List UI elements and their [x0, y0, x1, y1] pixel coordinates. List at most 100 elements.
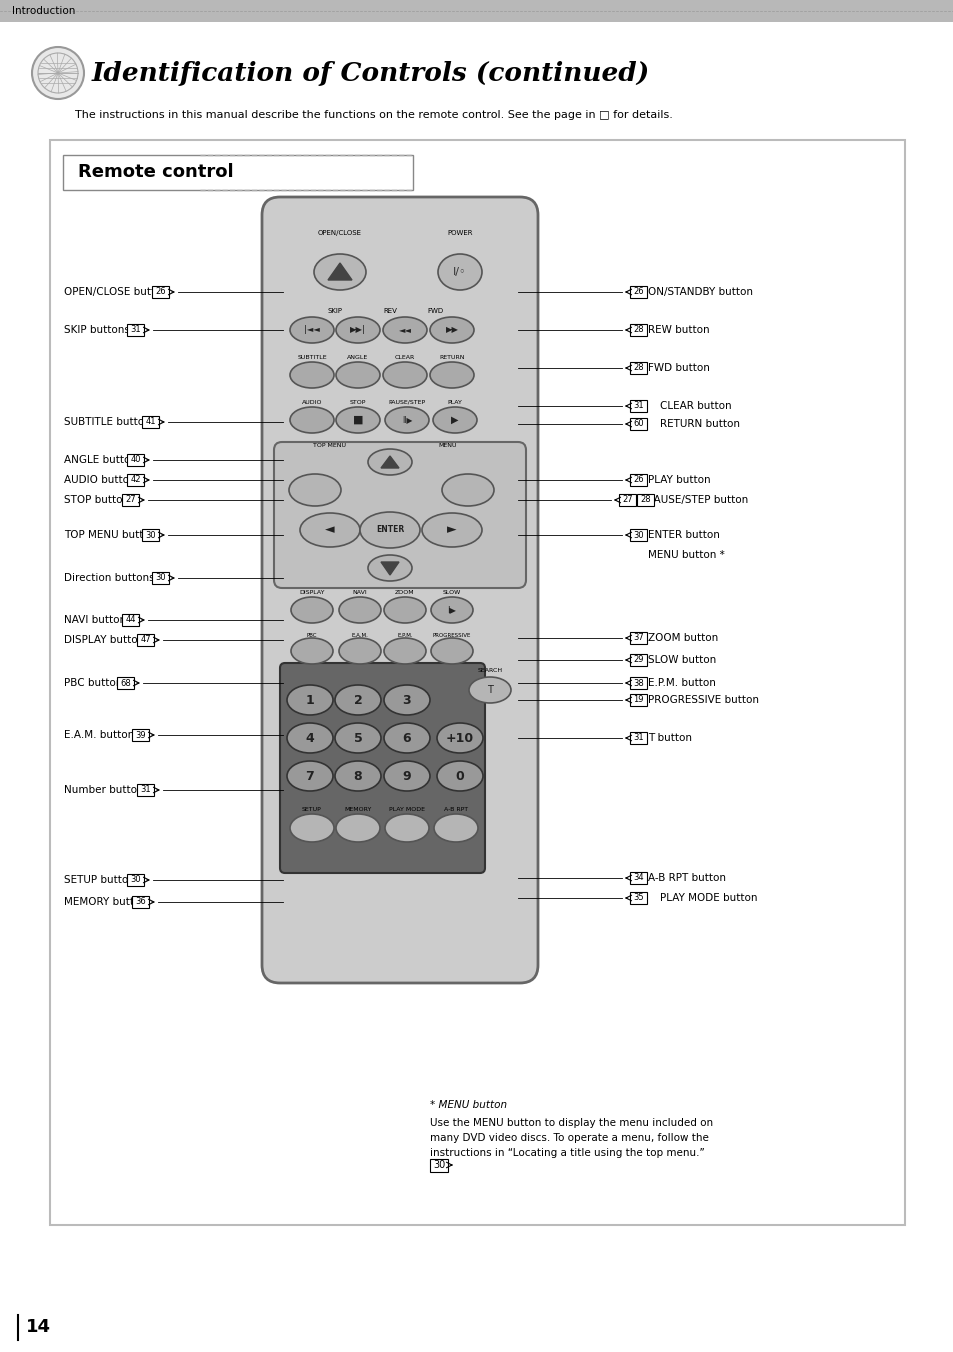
Ellipse shape — [433, 407, 476, 433]
Text: A-B RPT button: A-B RPT button — [647, 873, 725, 883]
Ellipse shape — [287, 685, 333, 715]
FancyBboxPatch shape — [127, 475, 144, 485]
Ellipse shape — [335, 761, 380, 791]
FancyBboxPatch shape — [137, 784, 153, 796]
Text: 38: 38 — [633, 679, 643, 688]
Text: OPEN/CLOSE: OPEN/CLOSE — [317, 230, 361, 237]
Text: Use the MENU button to display the menu included on: Use the MENU button to display the menu … — [430, 1118, 713, 1128]
Text: ANGLE: ANGLE — [347, 356, 368, 360]
Text: 36: 36 — [135, 898, 146, 906]
Ellipse shape — [291, 598, 333, 623]
Text: AUDIO: AUDIO — [301, 400, 322, 406]
Text: |◄◄: |◄◄ — [304, 326, 319, 334]
Text: 34: 34 — [633, 873, 643, 883]
FancyBboxPatch shape — [152, 287, 169, 297]
Ellipse shape — [436, 723, 482, 753]
FancyBboxPatch shape — [629, 677, 646, 690]
Text: 40: 40 — [131, 456, 141, 465]
Text: ◄◄: ◄◄ — [398, 326, 411, 334]
Text: STOP button: STOP button — [64, 495, 129, 506]
Text: SKIP buttons: SKIP buttons — [64, 324, 130, 335]
Text: * MENU button: * MENU button — [430, 1101, 507, 1110]
Text: PBC button: PBC button — [64, 677, 122, 688]
FancyBboxPatch shape — [629, 475, 646, 485]
Text: ZOOM button: ZOOM button — [647, 633, 718, 644]
Text: E.P.M.: E.P.M. — [396, 633, 413, 638]
Polygon shape — [380, 562, 398, 575]
Text: I▶: I▶ — [447, 606, 456, 615]
Text: E.A.M. button: E.A.M. button — [64, 730, 134, 740]
Text: 44: 44 — [125, 615, 135, 625]
Text: 35: 35 — [633, 894, 643, 903]
Text: SUBTITLE: SUBTITLE — [297, 356, 327, 360]
Text: MENU button *: MENU button * — [647, 550, 724, 560]
Text: ZOOM: ZOOM — [395, 589, 415, 595]
Text: 28: 28 — [639, 495, 650, 504]
Text: ◄: ◄ — [325, 523, 335, 537]
Text: PAUSE/STEP button: PAUSE/STEP button — [647, 495, 747, 506]
Ellipse shape — [289, 475, 340, 506]
Text: 31: 31 — [633, 402, 643, 411]
Text: 31: 31 — [140, 786, 151, 795]
Text: 30: 30 — [155, 573, 166, 583]
Text: RETURN: RETURN — [438, 356, 464, 360]
Text: DISPLAY button: DISPLAY button — [64, 635, 144, 645]
FancyBboxPatch shape — [0, 0, 953, 22]
Ellipse shape — [384, 685, 430, 715]
Text: NAVI: NAVI — [353, 589, 367, 595]
Ellipse shape — [430, 316, 474, 343]
Text: 39: 39 — [135, 730, 146, 740]
Text: CLEAR button: CLEAR button — [659, 402, 731, 411]
FancyBboxPatch shape — [63, 155, 413, 191]
Text: PAUSE/STEP: PAUSE/STEP — [388, 400, 425, 406]
Text: TOP MENU button: TOP MENU button — [64, 530, 156, 539]
Ellipse shape — [359, 512, 419, 548]
Ellipse shape — [441, 475, 494, 506]
Ellipse shape — [338, 638, 380, 664]
Text: E.A.M.: E.A.M. — [352, 633, 368, 638]
Text: ▶▶: ▶▶ — [445, 326, 458, 334]
Text: FWD: FWD — [427, 308, 442, 314]
Text: T button: T button — [647, 733, 691, 744]
Text: 0: 0 — [456, 769, 464, 783]
FancyBboxPatch shape — [142, 416, 159, 429]
Text: 30: 30 — [130, 876, 141, 884]
FancyBboxPatch shape — [132, 729, 149, 741]
FancyBboxPatch shape — [629, 731, 646, 744]
Text: 4: 4 — [305, 731, 314, 745]
FancyBboxPatch shape — [122, 614, 139, 626]
Text: 26: 26 — [633, 288, 643, 296]
Text: 31: 31 — [633, 734, 643, 742]
Text: ▶: ▶ — [451, 415, 458, 425]
Ellipse shape — [335, 723, 380, 753]
Ellipse shape — [385, 814, 429, 842]
FancyBboxPatch shape — [137, 634, 153, 646]
Text: SKIP: SKIP — [327, 308, 342, 314]
Text: ENTER: ENTER — [375, 526, 404, 534]
Ellipse shape — [434, 814, 477, 842]
Text: PLAY MODE: PLAY MODE — [389, 807, 424, 813]
Text: PLAY button: PLAY button — [647, 475, 710, 485]
Text: ANGLE button: ANGLE button — [64, 456, 137, 465]
Text: 41: 41 — [145, 418, 155, 426]
Text: 30: 30 — [633, 530, 643, 539]
Text: 5: 5 — [354, 731, 362, 745]
FancyBboxPatch shape — [629, 694, 646, 706]
FancyBboxPatch shape — [430, 1159, 448, 1172]
Text: MEMORY button: MEMORY button — [64, 896, 147, 907]
Text: REW button: REW button — [647, 324, 709, 335]
Ellipse shape — [299, 512, 359, 548]
Text: I/◦: I/◦ — [453, 266, 466, 277]
Circle shape — [32, 47, 84, 99]
FancyBboxPatch shape — [127, 454, 144, 466]
Text: Number buttons: Number buttons — [64, 786, 149, 795]
Ellipse shape — [338, 598, 380, 623]
Text: 27: 27 — [621, 495, 632, 504]
Ellipse shape — [335, 362, 379, 388]
Ellipse shape — [431, 638, 473, 664]
FancyBboxPatch shape — [629, 529, 646, 541]
Ellipse shape — [436, 761, 482, 791]
Text: E.P.M. button: E.P.M. button — [647, 677, 715, 688]
Text: 3: 3 — [402, 694, 411, 707]
Polygon shape — [380, 456, 398, 468]
